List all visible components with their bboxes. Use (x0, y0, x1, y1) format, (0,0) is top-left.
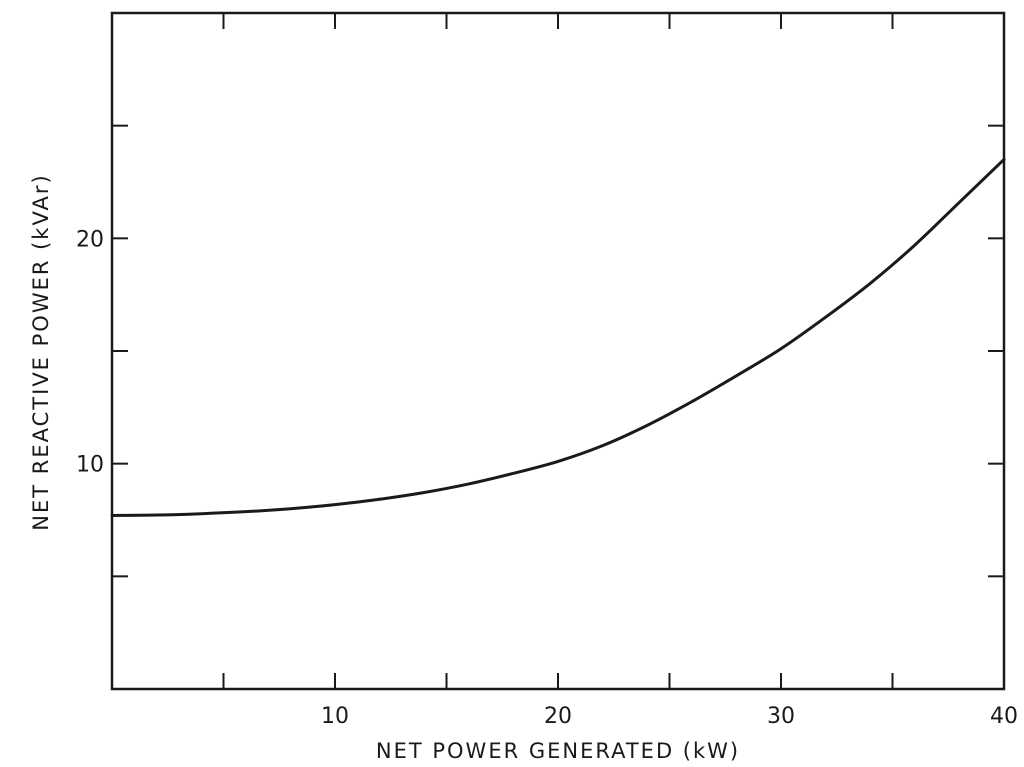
y-axis-label: NET REACTIVE POWER (kVAr) (29, 173, 53, 530)
series-layer (110, 157, 1006, 517)
plot-frame (110, 11, 1006, 691)
y-tick-label: 20 (76, 227, 104, 252)
tick-marks (112, 13, 1004, 689)
series-line (110, 157, 1006, 517)
x-tick-label: 40 (990, 704, 1018, 729)
x-tick-label: 20 (544, 704, 572, 729)
x-axis-label: NET POWER GENERATED (kW) (376, 739, 740, 763)
x-tick-label: 30 (767, 704, 795, 729)
x-tick-label: 10 (321, 704, 349, 729)
tick-labels: 10 20 30 40 10 20 (76, 227, 1018, 729)
y-tick-label: 10 (76, 453, 104, 478)
